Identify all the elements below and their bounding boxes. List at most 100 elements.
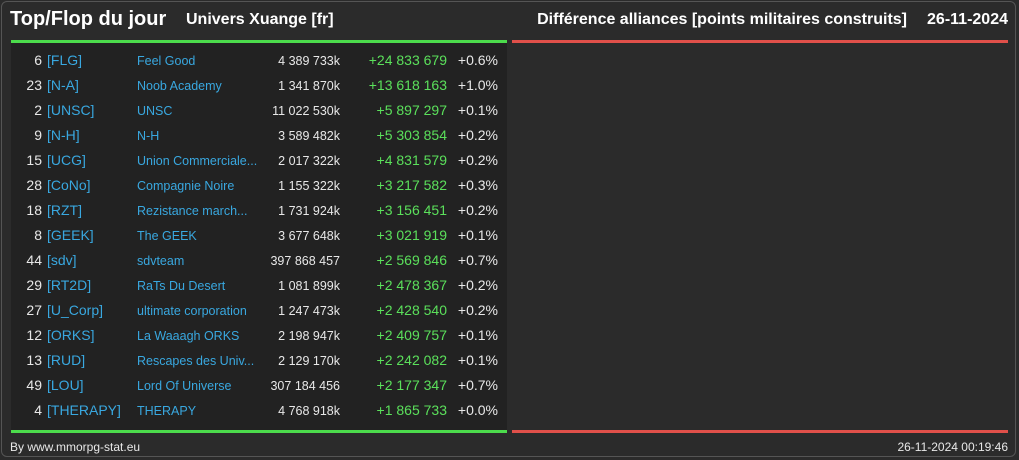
list-item: 28 [CoNo] Compagnie Noire 1 155 322k +3 217 … [11,173,507,198]
alliance-tag-link[interactable]: [UNSC] [47,102,95,118]
alliance-tag-link[interactable]: [THERAPY] [47,402,121,418]
percent-change: +0.1% [457,327,498,343]
list-item: 18 [RZT] Rezistance march... 1 731 924k +3 1… [11,198,507,223]
points-difference: +24 833 679 [368,52,447,68]
alliance-tag-link[interactable]: [CoNo] [47,177,91,193]
alliance-rank: 13 [26,352,42,368]
top-alliance-list: 6 [FLG] Feel Good 4 389 733k +24 833 679 +0.6… [11,48,507,423]
alliance-rank: 23 [26,77,42,93]
points-difference: +13 618 163 [368,77,447,93]
list-item: 6 [FLG] Feel Good 4 389 733k +24 833 679 +0.6… [11,48,507,73]
site-credit: By www.mmorpg-stat.eu [10,440,141,454]
alliance-name-link[interactable]: N-H [137,129,160,143]
alliance-name-link[interactable]: ultimate corporation [137,304,247,318]
list-item: 12 [ORKS] La Waaagh ORKS 2 198 947k +2 409 7… [11,323,507,348]
alliance-name-link[interactable]: THERAPY [137,404,197,418]
top-divider-green-bottom [11,430,507,433]
points-difference: +2 569 846 [376,252,447,268]
percent-change: +0.1% [457,352,498,368]
alliance-points: 4 389 733k [278,54,340,68]
points-difference: +3 217 582 [376,177,447,193]
alliance-points: 3 589 482k [278,129,340,143]
list-item: 9 [N-H] N-H 3 589 482k +5 303 854 +0.2% [11,123,507,148]
percent-change: +0.1% [457,102,498,118]
points-difference: +3 156 451 [376,202,447,218]
alliance-rank: 6 [34,52,42,68]
alliance-name-link[interactable]: RaTs Du Desert [137,279,226,293]
alliance-rank: 27 [26,302,42,318]
generated-timestamp: 26-11-2024 00:19:46 [897,440,1008,454]
list-item: 27 [U_Corp] ultimate corporation 1 247 473k… [11,298,507,323]
universe-label: Univers Xuange [fr] [186,11,334,28]
alliance-rank: 15 [26,152,42,168]
alliance-points: 2 017 322k [278,154,340,168]
alliance-tag-link[interactable]: [N-A] [47,77,79,93]
alliance-name-link[interactable]: La Waaagh ORKS [137,329,240,343]
flop-divider-red [512,40,1008,43]
points-difference: +5 303 854 [376,127,447,143]
points-difference: +2 177 347 [376,377,447,393]
top-divider-green [11,40,507,43]
points-difference: +2 428 540 [376,302,447,318]
alliance-name-link[interactable]: Lord Of Universe [137,379,232,393]
list-item: 15 [UCG] Union Commerciale... 2 017 322k +4 … [11,148,507,173]
list-item: 4 [THERAPY] THERAPY 4 768 918k +1 865 733 +0.… [11,398,507,423]
alliance-points: 1 247 473k [278,304,340,318]
page-title: Top/Flop du jour [10,8,167,30]
alliance-tag-link[interactable]: [RZT] [47,202,82,218]
alliance-tag-link[interactable]: [U_Corp] [47,302,104,318]
percent-change: +0.2% [457,202,498,218]
alliance-tag-link[interactable]: [sdv] [47,252,77,268]
alliance-name-link[interactable]: Rescapes des Univ... [137,354,255,368]
alliance-rank: 12 [26,327,42,343]
alliance-tag-link[interactable]: [GEEK] [47,227,94,243]
percent-change: +0.0% [457,402,498,418]
alliance-name-link[interactable]: Union Commerciale... [137,154,258,168]
percent-change: +0.1% [457,227,498,243]
alliance-points: 2 129 170k [278,354,340,368]
alliance-points: 307 184 456 [270,379,340,393]
alliance-rank: 49 [26,377,42,393]
percent-change: +0.2% [457,277,498,293]
alliance-tag-link[interactable]: [UCG] [47,152,86,168]
alliance-points: 1 731 924k [278,204,340,218]
flop-panel [512,43,1008,430]
percent-change: +0.3% [457,177,498,193]
alliance-tag-link[interactable]: [LOU] [47,377,84,393]
alliance-name-link[interactable]: The GEEK [137,229,197,243]
alliance-rank: 2 [34,102,42,118]
alliance-tag-link[interactable]: [ORKS] [47,327,95,343]
alliance-rank: 44 [26,252,42,268]
points-difference: +1 865 733 [376,402,447,418]
alliance-rank: 28 [26,177,42,193]
list-item: 23 [N-A] Noob Academy 1 341 870k +13 618 163… [11,73,507,98]
points-difference: +3 021 919 [376,227,447,243]
ranking-subtitle: Différence alliances [points militaires … [537,11,907,28]
list-item: 13 [RUD] Rescapes des Univ... 2 129 170k +2 … [11,348,507,373]
points-difference: +5 897 297 [376,102,447,118]
alliance-points: 3 677 648k [278,229,340,243]
alliance-points: 1 155 322k [278,179,340,193]
top-panel: 6 [FLG] Feel Good 4 389 733k +24 833 679 +0.6… [11,43,507,430]
alliance-name-link[interactable]: UNSC [137,104,173,118]
alliance-tag-link[interactable]: [RUD] [47,352,86,368]
alliance-name-link[interactable]: Noob Academy [137,79,222,93]
alliance-tag-link[interactable]: [FLG] [47,52,83,68]
alliance-name-link[interactable]: Rezistance march... [137,204,248,218]
alliance-points: 1 341 870k [278,79,340,93]
alliance-name-link[interactable]: sdvteam [137,254,185,268]
percent-change: +0.7% [457,377,498,393]
points-difference: +2 242 082 [376,352,447,368]
percent-change: +0.2% [457,302,498,318]
alliance-points: 11 022 530k [272,104,340,118]
points-difference: +2 478 367 [376,277,447,293]
percent-change: +1.0% [457,77,498,93]
list-item: 2 [UNSC] UNSC 11 022 530k +5 897 297 +0.1% [11,98,507,123]
alliance-name-link[interactable]: Compagnie Noire [137,179,235,193]
alliance-tag-link[interactable]: [N-H] [47,127,80,143]
alliance-name-link[interactable]: Feel Good [137,54,196,68]
alliance-points: 4 768 918k [278,404,340,418]
alliance-tag-link[interactable]: [RT2D] [47,277,92,293]
percent-change: +0.2% [457,152,498,168]
ranking-date: 26-11-2024 [927,11,1008,28]
